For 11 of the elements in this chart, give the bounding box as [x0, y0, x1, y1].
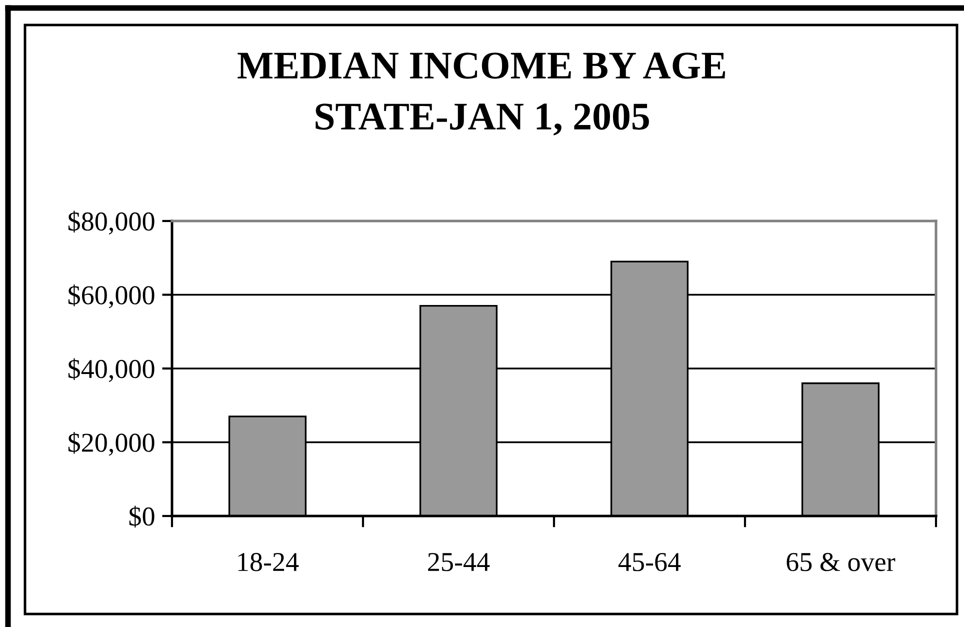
chart-title: MEDIAN INCOME BY AGE — [238, 52, 726, 79]
y-tick-label: $60,000 — [68, 284, 154, 308]
y-tick-label: $0 — [129, 506, 154, 528]
x-tick-label: 45-64 — [618, 552, 681, 572]
y-tick-label: $20,000 — [68, 432, 154, 456]
y-tick-label: $80,000 — [68, 210, 154, 235]
x-tick-label: 65 & over — [786, 552, 896, 572]
chart-subtitle: STATE-JAN 1, 2005 — [316, 103, 649, 136]
y-tick-label: $40,000 — [68, 358, 154, 382]
x-tick-label: 25-44 — [428, 552, 490, 572]
x-tick-label: 18-24 — [238, 552, 299, 572]
